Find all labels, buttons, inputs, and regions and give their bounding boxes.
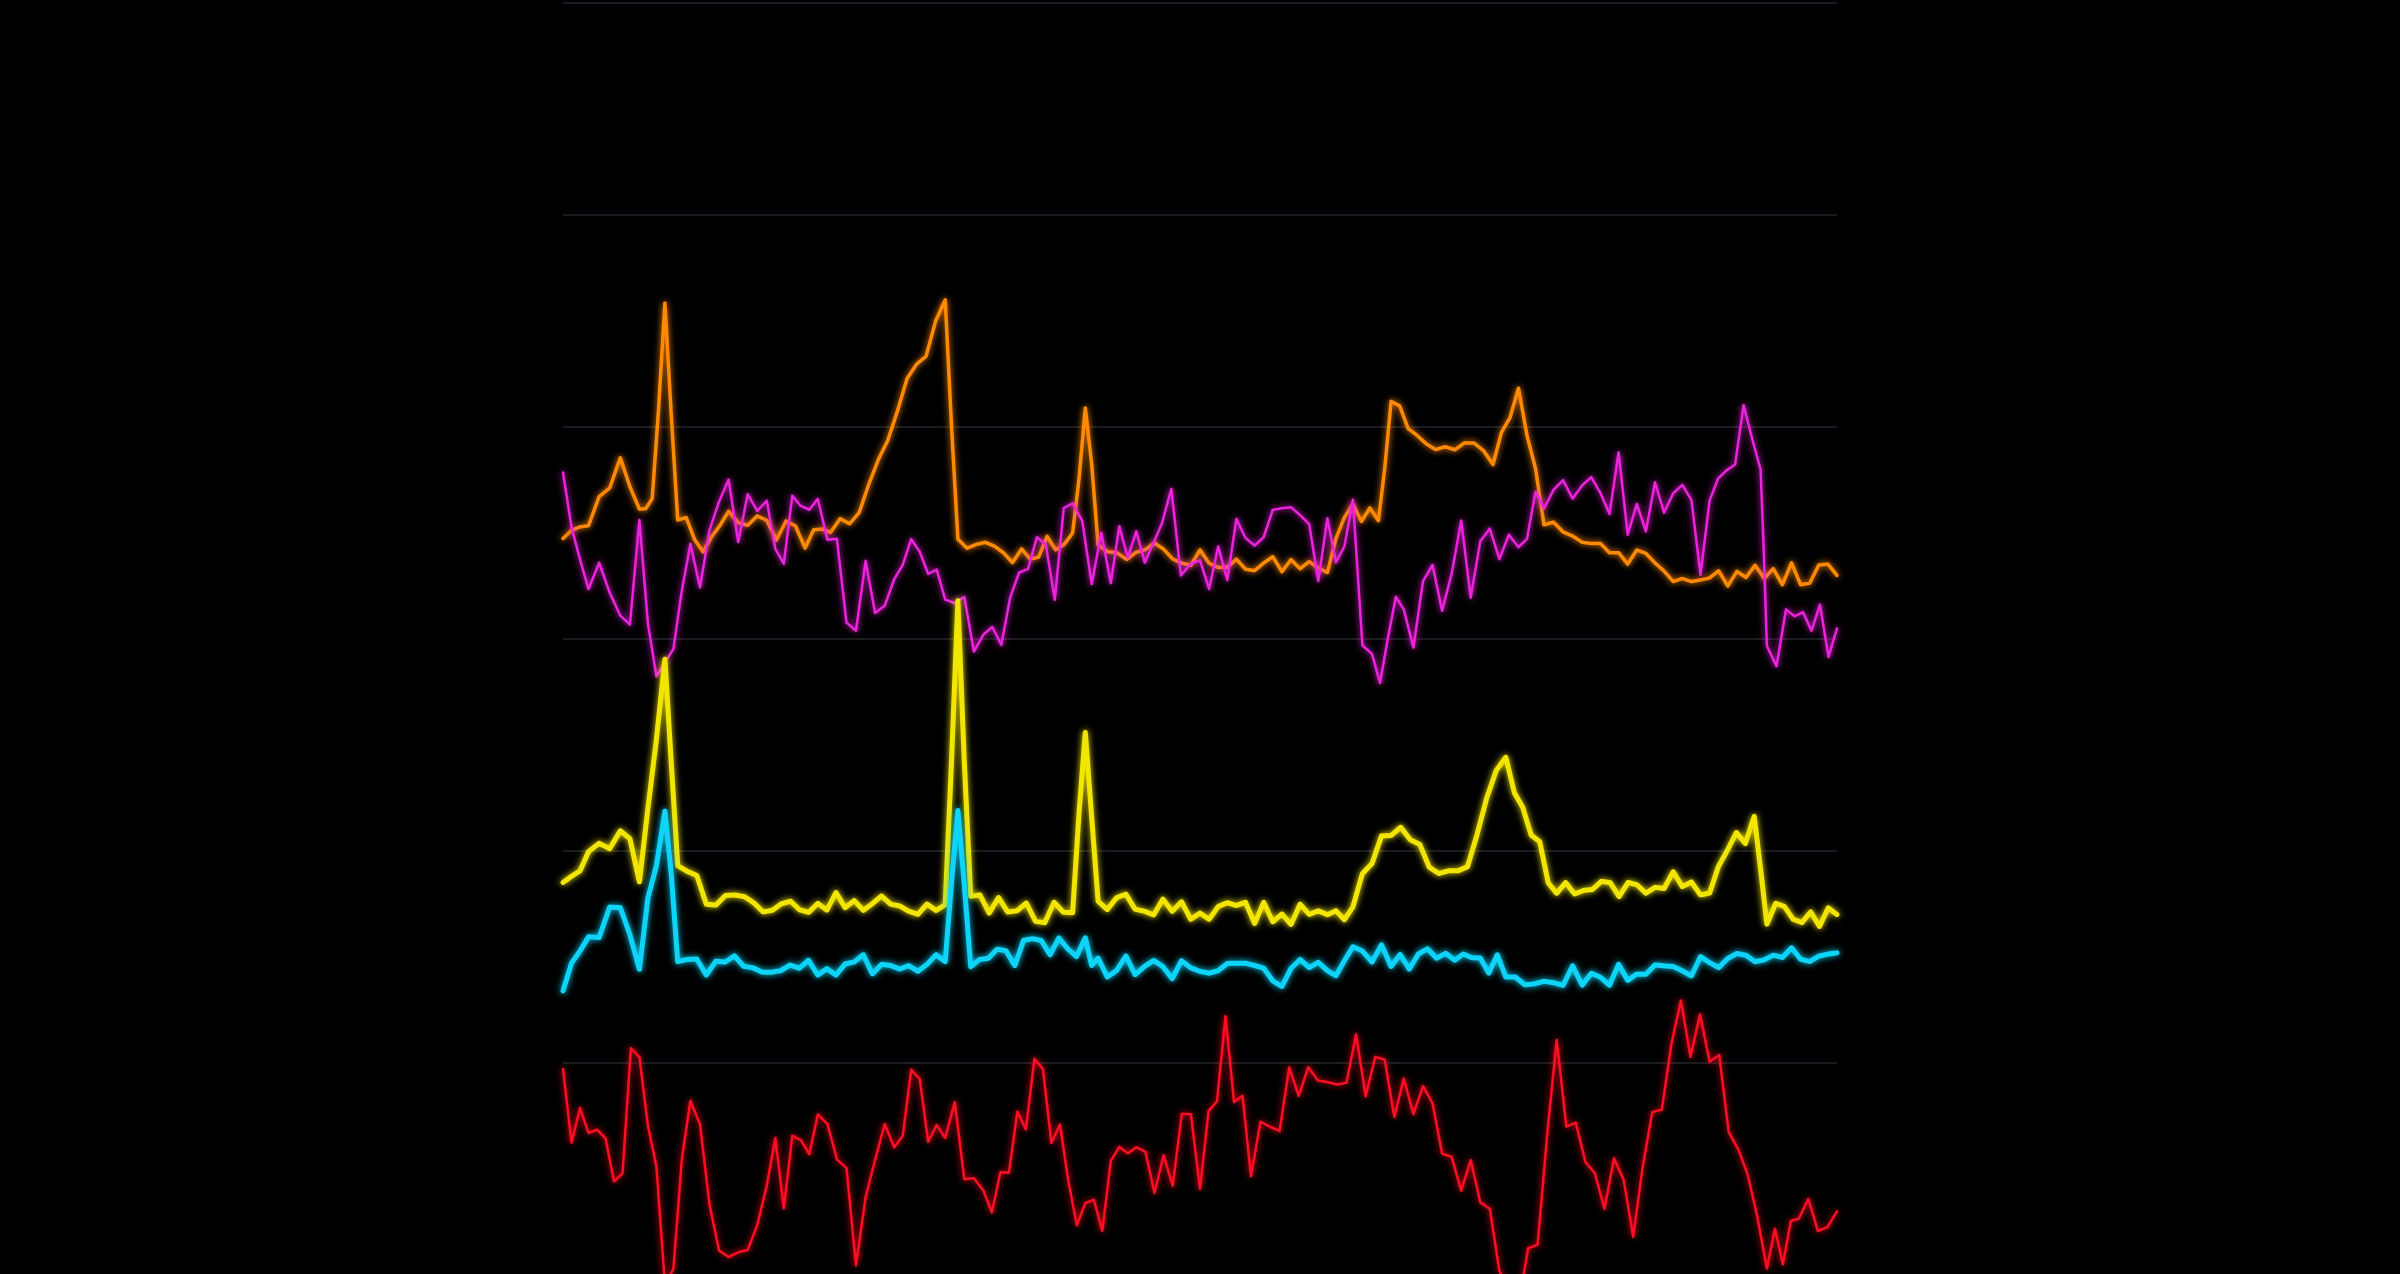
gridlines — [563, 2, 1837, 1064]
series-line-cyan — [560, 808, 1840, 994]
series-line-orange — [561, 298, 1839, 588]
series-line-yellow — [560, 598, 1840, 929]
series-lines — [558, 174, 1842, 1274]
series-line-magenta — [561, 403, 1839, 685]
series-line-red — [561, 999, 1839, 1274]
